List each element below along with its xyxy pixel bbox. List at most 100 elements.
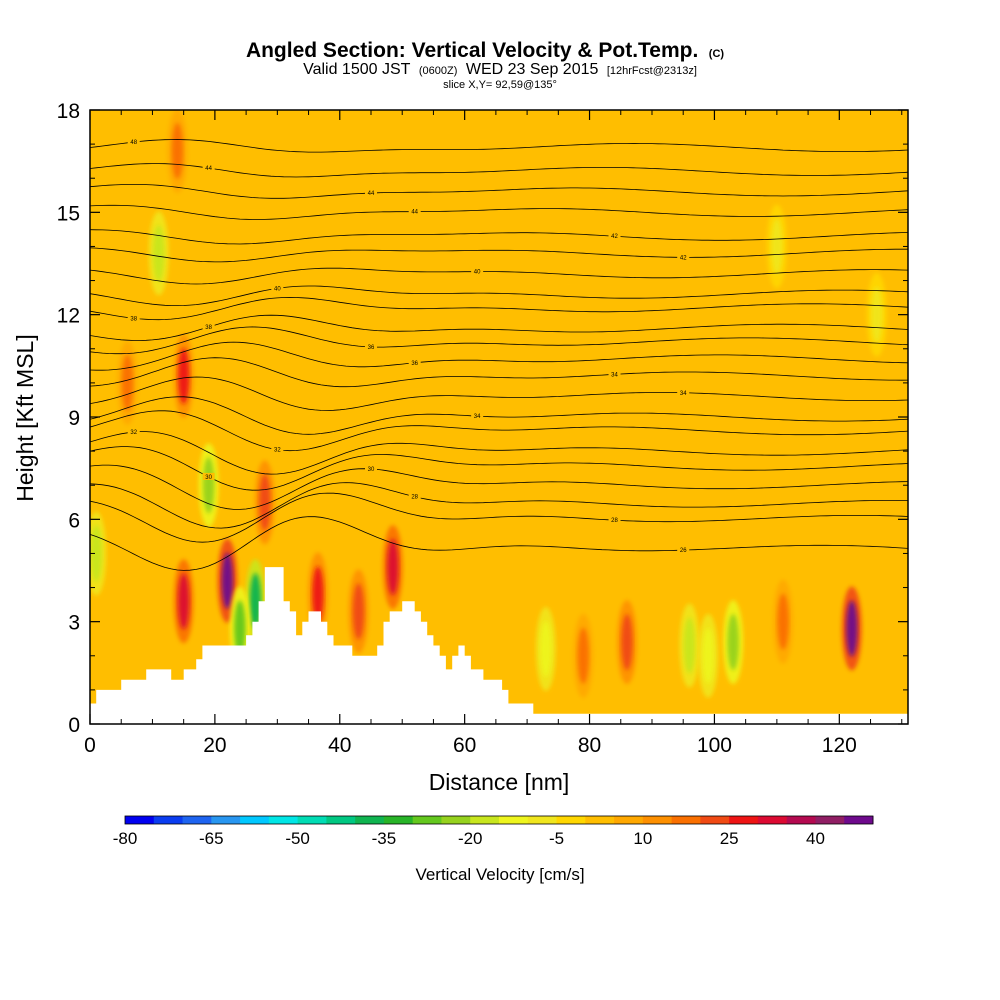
- velocity-cell: [249, 573, 262, 630]
- colorbar-tick-label: -5: [549, 829, 564, 848]
- x-tick-label: 0: [84, 734, 96, 757]
- colorbar-swatch: [499, 816, 529, 824]
- colorbar-swatch: [412, 816, 442, 824]
- isentrope-label-bg: [127, 138, 140, 146]
- colorbar-swatch: [326, 816, 356, 824]
- isentrope-line: [90, 163, 908, 178]
- colorbar-tick-label: 40: [806, 829, 825, 848]
- colorbar: [124, 815, 874, 825]
- isentrope-line: [90, 446, 908, 491]
- isentrope-label-bg: [364, 342, 377, 350]
- colorbar-swatch: [844, 816, 874, 824]
- colorbar-tick-label: -65: [199, 829, 224, 848]
- colorbar-swatch: [182, 816, 212, 824]
- colorbar-swatch: [700, 816, 730, 824]
- velocity-cell: [777, 593, 789, 650]
- isentrope-label-bg: [408, 358, 421, 366]
- isentrope-label: 30: [368, 467, 375, 473]
- plot-area: 48 44 44 44 42 42 40 40 38 38 36 36 34 34 34 32 32 30 30 28…: [90, 110, 908, 724]
- isentrope-line: [90, 396, 908, 435]
- isentrope-label-bg: [608, 516, 621, 524]
- isentrope-label: 48: [130, 140, 137, 146]
- isentrope-label: 34: [611, 372, 618, 378]
- isentrope-label: 38: [205, 325, 212, 331]
- x-tick-label: 120: [822, 734, 857, 757]
- colorbar-tick-label: -80: [113, 829, 138, 848]
- colorbar-swatch: [125, 816, 155, 824]
- isentrope-label-bg: [677, 253, 690, 261]
- isentrope-label: 26: [680, 548, 687, 554]
- isentrope-line: [90, 247, 908, 263]
- velocity-cell: [171, 122, 184, 179]
- isentrope-line: [90, 285, 908, 306]
- isentrope-line: [90, 376, 908, 411]
- colorbar-swatch: [297, 816, 327, 824]
- isentrope-label: 42: [611, 234, 618, 240]
- isentrope-label-bg: [202, 322, 215, 330]
- isentrope-label-bg: [127, 428, 140, 436]
- velocity-cell: [727, 614, 739, 671]
- x-tick-label: 40: [328, 734, 351, 757]
- x-tick-label: 60: [453, 734, 476, 757]
- isentrope-label-bg: [271, 445, 284, 453]
- x-tick-label: 20: [203, 734, 226, 757]
- isentrope-label: 36: [411, 361, 418, 367]
- isentrope-label: 44: [205, 166, 212, 172]
- velocity-cell: [221, 552, 233, 609]
- colorbar-swatch: [211, 816, 241, 824]
- velocity-cell: [846, 600, 858, 657]
- isentrope-label-bg: [364, 189, 377, 197]
- velocity-cell: [621, 614, 633, 671]
- terrain: [90, 567, 908, 724]
- isentrope-label: 34: [474, 414, 481, 420]
- isentrope-line: [90, 314, 908, 341]
- isentrope-label: 28: [611, 518, 618, 524]
- isentrope-label: 32: [274, 448, 281, 454]
- isentrope-label: 32: [130, 430, 137, 436]
- isentrope-label-bg: [127, 314, 140, 322]
- isentrope-label-bg: [202, 164, 215, 172]
- isentrope-line: [90, 341, 908, 371]
- x-tick-label: 80: [578, 734, 601, 757]
- isentrope-label: 36: [368, 345, 375, 351]
- isentrope-line: [90, 139, 908, 153]
- y-tick-label: 3: [68, 612, 80, 635]
- isentrope-line: [90, 516, 908, 571]
- velocity-cell: [178, 573, 190, 630]
- slice-label: slice X,Y= 92,59@135°: [443, 79, 557, 91]
- isentrope-label-bg: [677, 388, 690, 396]
- x-axis-ticks: 0 20 40 60 80 100 120: [84, 110, 903, 757]
- colorbar-swatch: [556, 816, 586, 824]
- isentrope-line: [90, 464, 908, 510]
- velocity-cell: [702, 627, 714, 684]
- colorbar-swatch: [355, 816, 385, 824]
- colorbar-swatch: [441, 816, 471, 824]
- isentrope-label-bg: [471, 412, 484, 420]
- isentrope-label: 34: [680, 391, 687, 397]
- isentrope-line: [90, 410, 908, 452]
- isentrope-label-bg: [202, 472, 215, 480]
- isentrope-label: 44: [368, 191, 375, 197]
- y-axis-label: Height [Kft MSL]: [12, 334, 38, 501]
- colorbar-swatch: [614, 816, 644, 824]
- isentrope-label: 38: [130, 316, 137, 322]
- isentrope-line: [90, 492, 908, 543]
- velocity-cell: [387, 539, 399, 596]
- velocity-cell: [577, 627, 589, 684]
- colorbar-tick-label: -35: [372, 829, 397, 848]
- terrain-ground: [90, 567, 908, 724]
- isentrope-line: [90, 431, 908, 475]
- velocity-cell: [771, 218, 783, 275]
- velocity-cell: [121, 354, 134, 411]
- isentrope-label-bg: [271, 284, 284, 292]
- velocity-cell: [540, 620, 552, 677]
- y-tick-label: 6: [68, 509, 80, 532]
- colorbar-swatch: [268, 816, 299, 824]
- colorbar-frame: [124, 815, 874, 825]
- y-tick-label: 9: [68, 407, 80, 430]
- isentrope-label-bg: [608, 232, 621, 240]
- colorbar-tick-label: -20: [458, 829, 483, 848]
- isentrope-line: [90, 326, 908, 355]
